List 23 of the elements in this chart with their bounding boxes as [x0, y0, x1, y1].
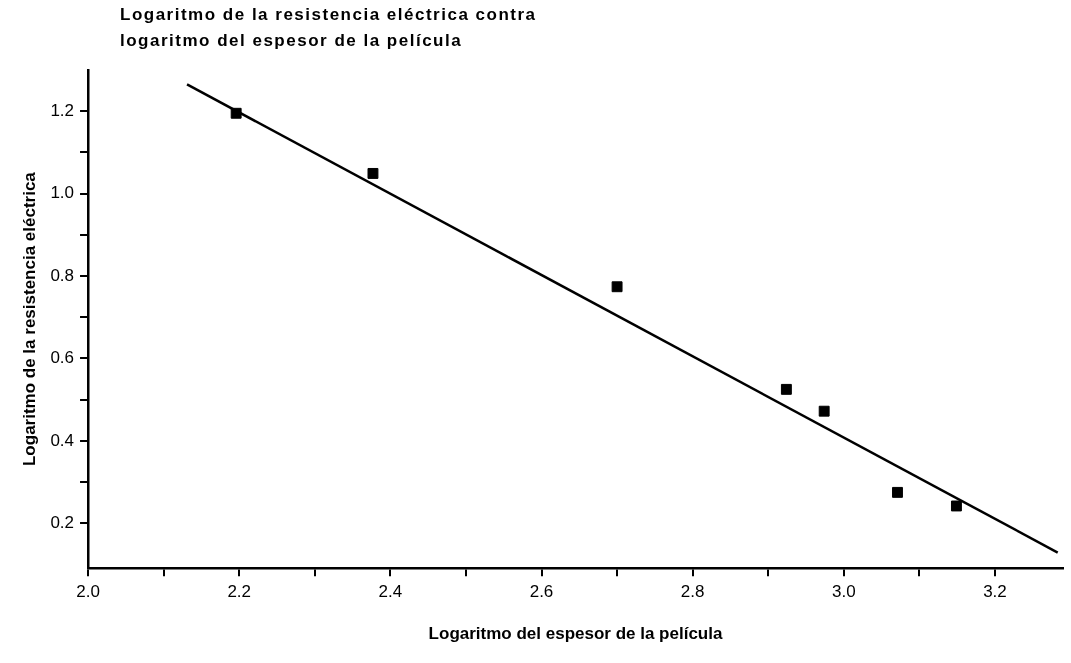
x-axis-title: Logaritmo del espesor de la película: [428, 624, 723, 644]
y-axis-title: Logaritmo de la resistencia eléctrica: [19, 171, 39, 467]
point: [780, 383, 792, 395]
point: [818, 405, 830, 417]
y-tick-label: 0.8: [50, 265, 75, 285]
x-tick-label: 2.0: [76, 582, 100, 602]
point: [367, 167, 379, 179]
x-tick-label: 3.2: [983, 582, 1007, 602]
point: [950, 500, 962, 512]
point: [611, 281, 623, 293]
x-tick-label: 2.6: [529, 582, 554, 602]
y-tick-label: 1.2: [50, 100, 75, 120]
x-tick-label: 2.4: [378, 582, 403, 602]
y-tick-label: 1.0: [50, 183, 75, 203]
y-tick-label: 0.6: [50, 348, 75, 368]
x-tick-label: 3.0: [832, 582, 856, 602]
point: [230, 107, 242, 119]
chart-title: Logaritmo de la resistencia eléctrica contra logaritmo del espesor de la película: [120, 4, 538, 52]
x-tick-label: 2.2: [227, 582, 252, 602]
y-tick-label: 0.4: [50, 430, 75, 450]
x-tick-label: 2.8: [680, 582, 705, 602]
y-tick-label: 0.2: [50, 512, 75, 532]
point: [892, 486, 903, 498]
